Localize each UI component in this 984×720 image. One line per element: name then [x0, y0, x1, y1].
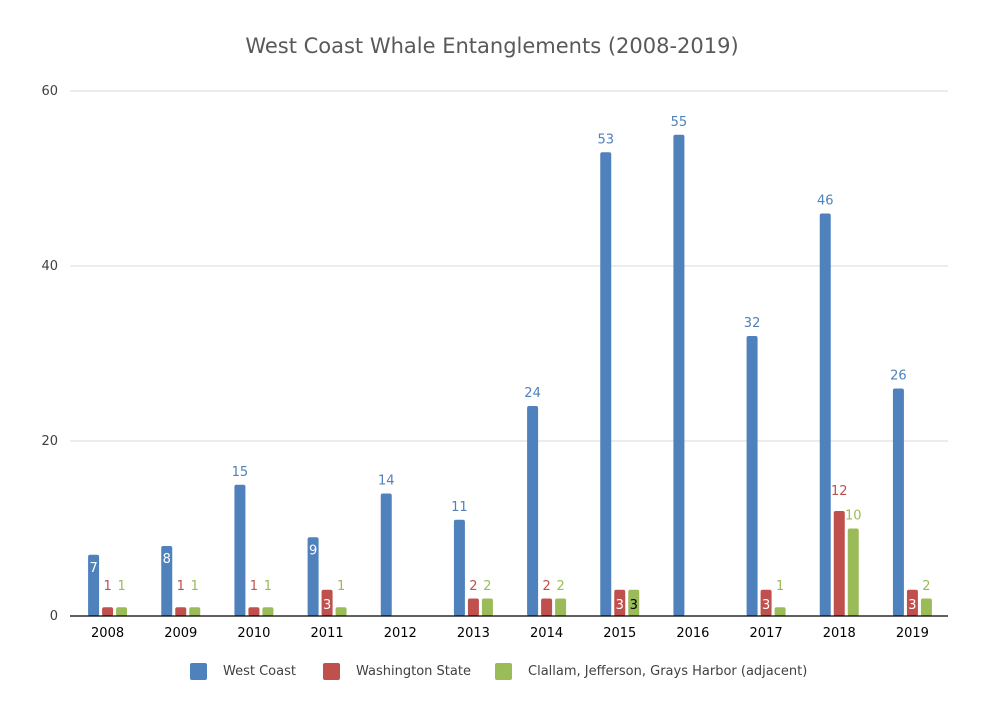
bar-2	[481, 598, 493, 616]
bar-0	[673, 134, 685, 616]
x-tick-label: 2018	[823, 626, 856, 641]
bar-0	[819, 213, 831, 616]
data-label: 1	[776, 579, 784, 594]
data-label: 14	[378, 474, 395, 489]
bar-0	[88, 554, 100, 616]
data-label: 7	[89, 561, 97, 576]
data-label: 3	[630, 598, 638, 613]
legend-swatch	[495, 663, 512, 680]
data-label: 24	[524, 386, 541, 401]
y-tick-label: 0	[50, 609, 58, 624]
bar-2	[335, 607, 347, 616]
x-tick-label: 2014	[530, 626, 563, 641]
bar-1	[833, 511, 845, 616]
data-label: 1	[337, 579, 345, 594]
data-label: 1	[117, 579, 125, 594]
bar-1	[541, 598, 553, 616]
bar-1	[906, 589, 918, 616]
data-label: 2	[469, 579, 477, 594]
bar-1	[102, 607, 114, 616]
chart-title: West Coast Whale Entanglements (2008-201…	[245, 34, 739, 58]
legend-item: Washington State	[323, 663, 471, 680]
data-label: 1	[177, 579, 185, 594]
data-label: 1	[191, 579, 199, 594]
data-label: 12	[831, 484, 848, 499]
bar-0	[892, 388, 904, 616]
chart-legend: West Coast Washington State Clallam, Jeffe…	[0, 663, 984, 687]
bar-1	[321, 589, 333, 616]
y-tick-label: 40	[41, 259, 58, 274]
data-label: 1	[250, 579, 258, 594]
bar-2	[774, 607, 786, 616]
bar-2	[628, 589, 640, 616]
data-label: 3	[616, 598, 624, 613]
data-label: 1	[264, 579, 272, 594]
bar-0	[307, 537, 319, 616]
data-label: 2	[922, 579, 930, 594]
data-label: 32	[744, 316, 761, 331]
bar-0	[746, 336, 758, 616]
x-tick-label: 2011	[311, 626, 344, 641]
data-label: 2	[542, 579, 550, 594]
data-label: 3	[908, 598, 916, 613]
data-label: 11	[451, 500, 468, 515]
x-tick-label: 2010	[237, 626, 270, 641]
data-label: 9	[309, 543, 317, 558]
data-label: 3	[762, 598, 770, 613]
data-label: 53	[597, 132, 614, 147]
x-tick-label: 2013	[457, 626, 490, 641]
x-tick-label: 2016	[676, 626, 709, 641]
data-label: 2	[483, 579, 491, 594]
x-tick-label: 2008	[91, 626, 124, 641]
y-tick-label: 20	[41, 434, 58, 449]
bar-0	[527, 406, 539, 616]
bar-1	[614, 589, 626, 616]
legend-label: Clallam, Jefferson, Grays Harbor (adjace…	[528, 664, 808, 679]
bar-2	[847, 528, 859, 616]
legend-label: West Coast	[223, 664, 296, 679]
bar-1	[467, 598, 479, 616]
legend-label: Washington State	[356, 664, 471, 679]
x-tick-label: 2015	[603, 626, 636, 641]
data-label: 8	[163, 552, 171, 567]
bar-2	[189, 607, 201, 616]
data-label: 3	[323, 598, 331, 613]
y-tick-label: 60	[41, 84, 58, 99]
data-label: 10	[845, 509, 862, 524]
x-tick-label: 2012	[384, 626, 417, 641]
bar-0	[380, 493, 392, 616]
x-tick-label: 2017	[750, 626, 783, 641]
legend-item: West Coast	[190, 663, 296, 680]
data-label: 2	[556, 579, 564, 594]
data-label: 55	[671, 115, 688, 130]
bar-1	[248, 607, 260, 616]
bar-2	[262, 607, 274, 616]
data-label: 1	[103, 579, 111, 594]
legend-item: Clallam, Jefferson, Grays Harbor (adjace…	[495, 663, 807, 680]
data-label: 15	[232, 465, 249, 480]
bar-0	[453, 519, 465, 616]
x-tick-label: 2009	[164, 626, 197, 641]
bar-2	[116, 607, 128, 616]
bar-2	[920, 598, 932, 616]
data-label: 26	[890, 369, 907, 384]
bar-1	[760, 589, 772, 616]
legend-swatch	[190, 663, 207, 680]
x-tick-label: 2019	[896, 626, 929, 641]
bar-0	[600, 152, 612, 616]
bar-0	[234, 484, 246, 616]
bar-2	[555, 598, 567, 616]
bar-0	[161, 546, 173, 616]
bar-1	[175, 607, 187, 616]
legend-swatch	[323, 663, 340, 680]
data-label: 46	[817, 194, 834, 209]
